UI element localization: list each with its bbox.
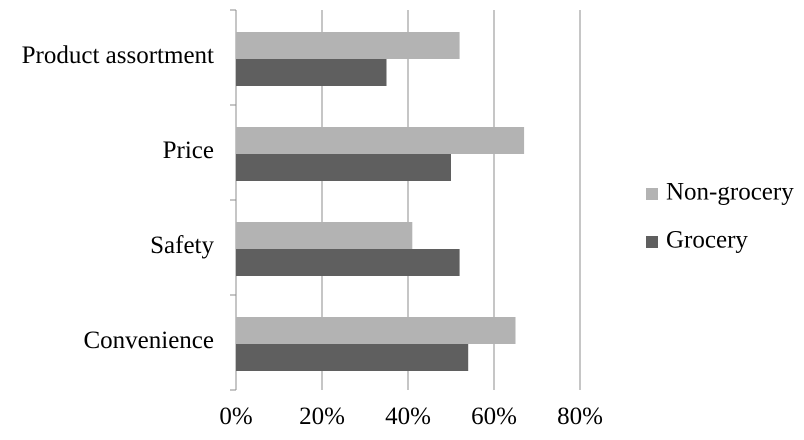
legend-label-non-grocery: Non-grocery: [666, 179, 794, 206]
x-tick-label: 60%: [471, 403, 517, 430]
x-tick-label: 40%: [385, 403, 431, 430]
legend-swatch-non-grocery: [646, 188, 658, 200]
bar-non-grocery-safety: [236, 222, 412, 249]
y-category-label: Convenience: [83, 327, 214, 354]
axis-layer: [230, 10, 236, 390]
bar-grocery-product-assortment: [236, 59, 387, 86]
y-category-label: Product assortment: [22, 42, 214, 69]
bar-grocery-convenience: [236, 344, 468, 371]
x-tick-label: 80%: [557, 403, 603, 430]
bar-non-grocery-product-assortment: [236, 32, 460, 59]
legend-label-grocery: Grocery: [666, 227, 748, 254]
x-tick-label: 20%: [299, 403, 345, 430]
bar-layer: [236, 32, 524, 371]
bar-grocery-price: [236, 154, 451, 181]
y-category-label: Price: [163, 137, 214, 164]
legend-swatch-grocery: [646, 236, 658, 248]
bar-non-grocery-convenience: [236, 317, 516, 344]
x-tick-label: 0%: [219, 403, 252, 430]
legend: Non-grocery Grocery: [646, 179, 794, 254]
bar-non-grocery-price: [236, 127, 524, 154]
y-category-label: Safety: [150, 232, 214, 259]
bar-grocery-safety: [236, 249, 460, 276]
